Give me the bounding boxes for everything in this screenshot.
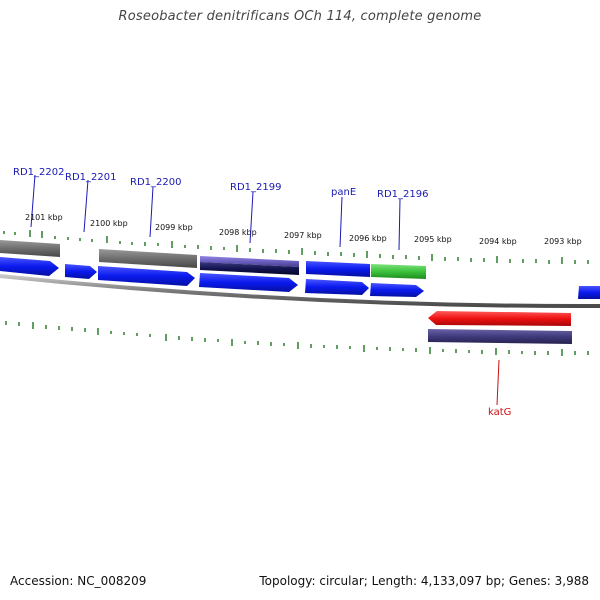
- scale-label: 2095 kbp: [414, 235, 452, 244]
- accession-text: Accession: NC_008209: [10, 574, 147, 588]
- scale-label: 2097 kbp: [284, 231, 322, 240]
- gene-block[interactable]: [200, 256, 299, 267]
- scale-label: 2094 kbp: [479, 237, 517, 246]
- gene-block[interactable]: [428, 329, 572, 344]
- genome-stats-text: Topology: circular; Length: 4,133,097 bp…: [259, 574, 589, 588]
- gene-label-RD1_2200[interactable]: RD1_2200: [130, 177, 181, 188]
- cds-arrow[interactable]: [0, 257, 59, 276]
- gene-track-forward: [0, 257, 600, 299]
- scale-label: 2100 kbp: [90, 219, 128, 228]
- cds-arrow[interactable]: [305, 279, 369, 295]
- gene-block[interactable]: [371, 264, 426, 279]
- gene-track-reverse: [428, 311, 572, 344]
- gene-block[interactable]: [200, 262, 299, 275]
- gene-block[interactable]: [0, 240, 60, 257]
- cds-arrow[interactable]: [428, 311, 571, 326]
- gene-label-katG[interactable]: katG: [488, 407, 511, 418]
- cds-arrow[interactable]: [65, 264, 97, 279]
- gene-block[interactable]: [306, 261, 370, 277]
- gene-label-panE[interactable]: panE: [331, 187, 356, 198]
- cds-arrow[interactable]: [578, 286, 600, 299]
- map-title: Roseobacter denitrificans OCh 114, compl…: [118, 9, 482, 24]
- reverse-scale-ticks: [5, 321, 589, 356]
- scale-label: 2093 kbp: [544, 237, 582, 246]
- gene-track-outer: [0, 240, 426, 279]
- scale-label: 2098 kbp: [219, 228, 257, 237]
- scale-label: 2101 kbp: [25, 213, 63, 222]
- gene-label-RD1_2196[interactable]: RD1_2196: [377, 189, 428, 200]
- cds-arrow[interactable]: [370, 283, 424, 297]
- label-leaders: [30, 174, 500, 406]
- gene-block[interactable]: [99, 249, 197, 268]
- forward-scale-ticks: [3, 230, 589, 264]
- cds-arrow[interactable]: [199, 273, 298, 292]
- cds-arrow[interactable]: [98, 266, 195, 286]
- gene-label-RD1_2199[interactable]: RD1_2199: [230, 182, 281, 193]
- gene-label-RD1_2202[interactable]: RD1_2202: [13, 167, 64, 178]
- gene-label-RD1_2201[interactable]: RD1_2201: [65, 172, 116, 183]
- genome-backbone: [0, 274, 600, 309]
- scale-label: 2099 kbp: [155, 223, 193, 232]
- scale-label: 2096 kbp: [349, 234, 387, 243]
